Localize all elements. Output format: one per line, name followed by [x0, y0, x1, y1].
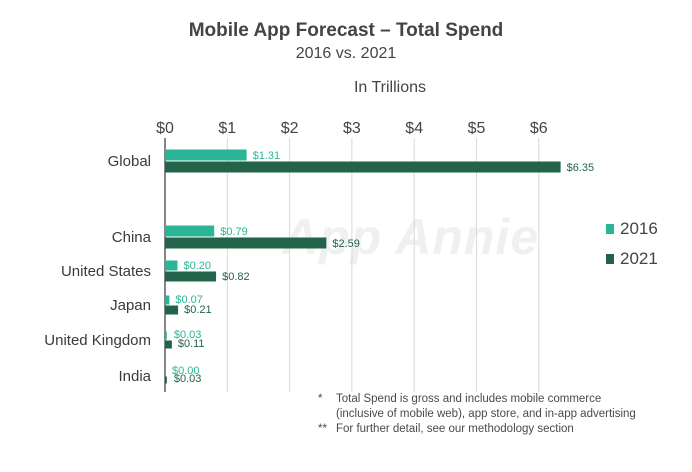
data-label: $0.21	[184, 304, 212, 316]
legend-swatch-2021	[606, 254, 614, 264]
chart-title: Mobile App Forecast – Total Spend	[188, 20, 504, 41]
footnote-mark: **	[318, 423, 327, 435]
footnote-mark: *	[318, 393, 323, 405]
category-label: United States	[61, 263, 151, 280]
footnote: ** For further detail, see our methodolo…	[318, 422, 636, 437]
legend: 2016 2021	[606, 214, 658, 274]
bar-2016	[165, 331, 167, 340]
legend-item-2016: 2016	[606, 214, 658, 244]
x-tick-label: $3	[343, 120, 361, 137]
footnote-text: Total Spend is gross and includes mobile…	[336, 393, 602, 405]
bar-2016	[165, 295, 170, 305]
x-tick-label: $6	[530, 120, 548, 137]
legend-swatch-2016	[606, 224, 614, 234]
footnote-text: (inclusive of mobile web), app store, an…	[336, 408, 636, 420]
bar-2021	[165, 376, 167, 384]
data-label: $0.11	[178, 338, 205, 350]
x-tick-label: $5	[468, 120, 486, 137]
data-label: $2.59	[332, 238, 360, 250]
data-label: $6.35	[567, 162, 595, 174]
chart-subtitle: 2016 vs. 2021	[295, 45, 397, 62]
watermark: App Annie	[282, 209, 540, 265]
bar-2016	[165, 149, 247, 161]
data-label: $0.03	[174, 329, 202, 341]
category-label: United Kingdom	[44, 332, 151, 349]
data-label: $1.31	[253, 150, 281, 162]
unit-label: In Trillions	[353, 79, 427, 96]
x-tick-label: $2	[281, 120, 299, 137]
bar-2016	[165, 260, 178, 271]
bar-2021	[165, 305, 179, 315]
bar-2021	[165, 271, 217, 282]
x-tick-label: $0	[156, 120, 174, 137]
bar-2016	[165, 225, 215, 237]
bar-2021	[165, 161, 561, 173]
bar-2021	[165, 340, 172, 349]
x-tick-label: $4	[405, 120, 423, 137]
data-label: $0.03	[174, 373, 202, 385]
category-label: China	[112, 229, 152, 246]
data-label: $0.79	[220, 226, 248, 238]
bar-2016	[165, 368, 166, 376]
footnote-mark	[318, 407, 336, 422]
footnote: (inclusive of mobile web), app store, an…	[318, 407, 636, 422]
bar-2021	[165, 237, 327, 249]
footnotes: * Total Spend is gross and includes mobi…	[318, 392, 636, 437]
legend-label-2021: 2021	[620, 249, 658, 268]
category-label: India	[118, 368, 151, 385]
legend-label-2016: 2016	[620, 219, 658, 238]
data-label: $0.00	[172, 365, 200, 377]
category-label: Japan	[110, 297, 151, 314]
data-label: $0.20	[183, 260, 211, 272]
x-tick-label: $1	[218, 120, 236, 137]
category-label: Global	[108, 153, 151, 170]
legend-item-2021: 2021	[606, 244, 658, 274]
footnote: * Total Spend is gross and includes mobi…	[318, 392, 636, 407]
data-label: $0.07	[175, 294, 203, 306]
data-label: $0.82	[222, 271, 250, 283]
footnote-text: For further detail, see our methodology …	[336, 423, 574, 435]
